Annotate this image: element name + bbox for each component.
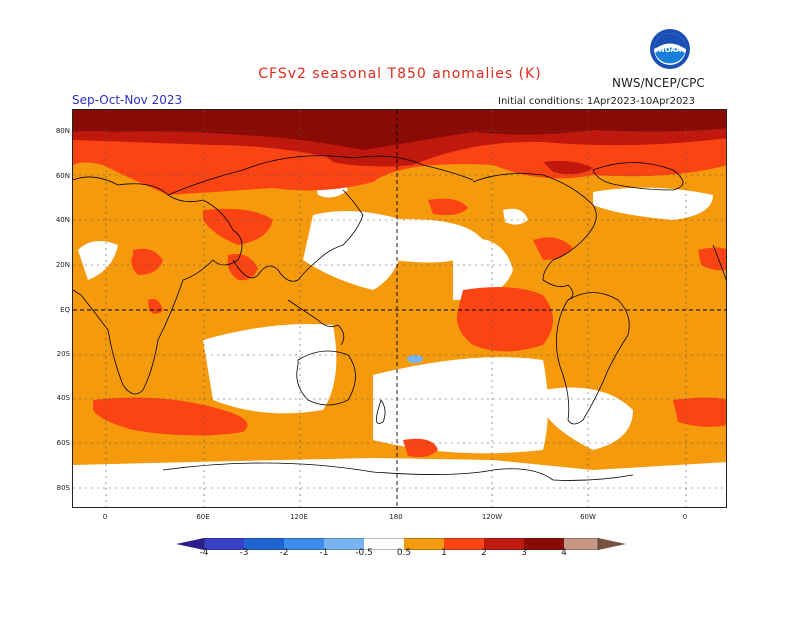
- coastlines: [73, 155, 726, 481]
- organization-label: NWS/NCEP/CPC: [612, 76, 705, 90]
- anomaly-regions-3: [73, 110, 726, 150]
- lat-label: 20N: [55, 261, 70, 269]
- colorbar: [176, 535, 626, 551]
- noaa-logo-text: NOAA: [659, 46, 682, 54]
- colorbar-label: 4: [561, 548, 567, 558]
- negative-anomaly-region: [407, 355, 423, 363]
- colorbar-label: -0.5: [355, 548, 373, 558]
- colorbar-label: 2: [481, 548, 487, 558]
- map-title: CFSv2 seasonal T850 anomalies (K): [258, 66, 542, 82]
- lon-label: 120W: [481, 513, 503, 521]
- colorbar-label: -4: [199, 548, 209, 558]
- colorbar-swatch: [484, 538, 524, 550]
- anomaly-map-svg: [73, 110, 726, 507]
- colorbar-label: 3: [521, 548, 527, 558]
- colorbar-swatch: [524, 538, 564, 550]
- lat-label: 80N: [55, 127, 70, 135]
- noaa-logo: NOAA: [649, 28, 691, 70]
- lon-label: 60W: [580, 513, 596, 521]
- colorbar-label: -2: [279, 548, 289, 558]
- lon-label: 60E: [196, 513, 210, 521]
- colorbar-swatch: [324, 538, 364, 550]
- colorbar-label: 1: [441, 548, 447, 558]
- anomaly-map: [72, 109, 727, 508]
- colorbar-swatch: [564, 538, 598, 550]
- colorbar-swatch: [404, 538, 444, 550]
- gridlines: [73, 110, 726, 507]
- lat-label: 60N: [55, 172, 70, 180]
- lat-label: 80S: [56, 484, 70, 492]
- lon-label: 0: [102, 513, 108, 521]
- season-label: Sep-Oct-Nov 2023: [72, 93, 183, 107]
- lat-label: EQ: [60, 306, 70, 314]
- lat-label: 60S: [56, 439, 70, 447]
- colorbar-swatch: [364, 538, 404, 550]
- lat-label: 40S: [56, 394, 70, 402]
- colorbar-swatch: [204, 538, 244, 550]
- colorbar-swatch: [244, 538, 284, 550]
- colorbar-arrow-left: [176, 538, 204, 550]
- lon-label: 120E: [290, 513, 308, 521]
- colorbar-arrow-right: [598, 538, 626, 550]
- colorbar-label: -3: [239, 548, 249, 558]
- colorbar-label: -1: [319, 548, 329, 558]
- colorbar-label: 0.5: [396, 548, 412, 558]
- colorbar-swatch: [284, 538, 324, 550]
- lon-label: 0: [682, 513, 688, 521]
- lon-label: 180: [389, 513, 403, 521]
- lat-label: 20S: [56, 350, 70, 358]
- colorbar-swatch: [444, 538, 484, 550]
- lat-label: 40N: [55, 216, 70, 224]
- initial-conditions-label: Initial conditions: 1Apr2023-10Apr2023: [498, 96, 696, 107]
